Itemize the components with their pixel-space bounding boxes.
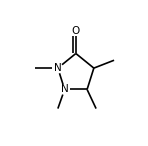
Text: O: O	[72, 26, 80, 36]
Text: N: N	[61, 85, 69, 94]
Text: N: N	[54, 63, 62, 73]
